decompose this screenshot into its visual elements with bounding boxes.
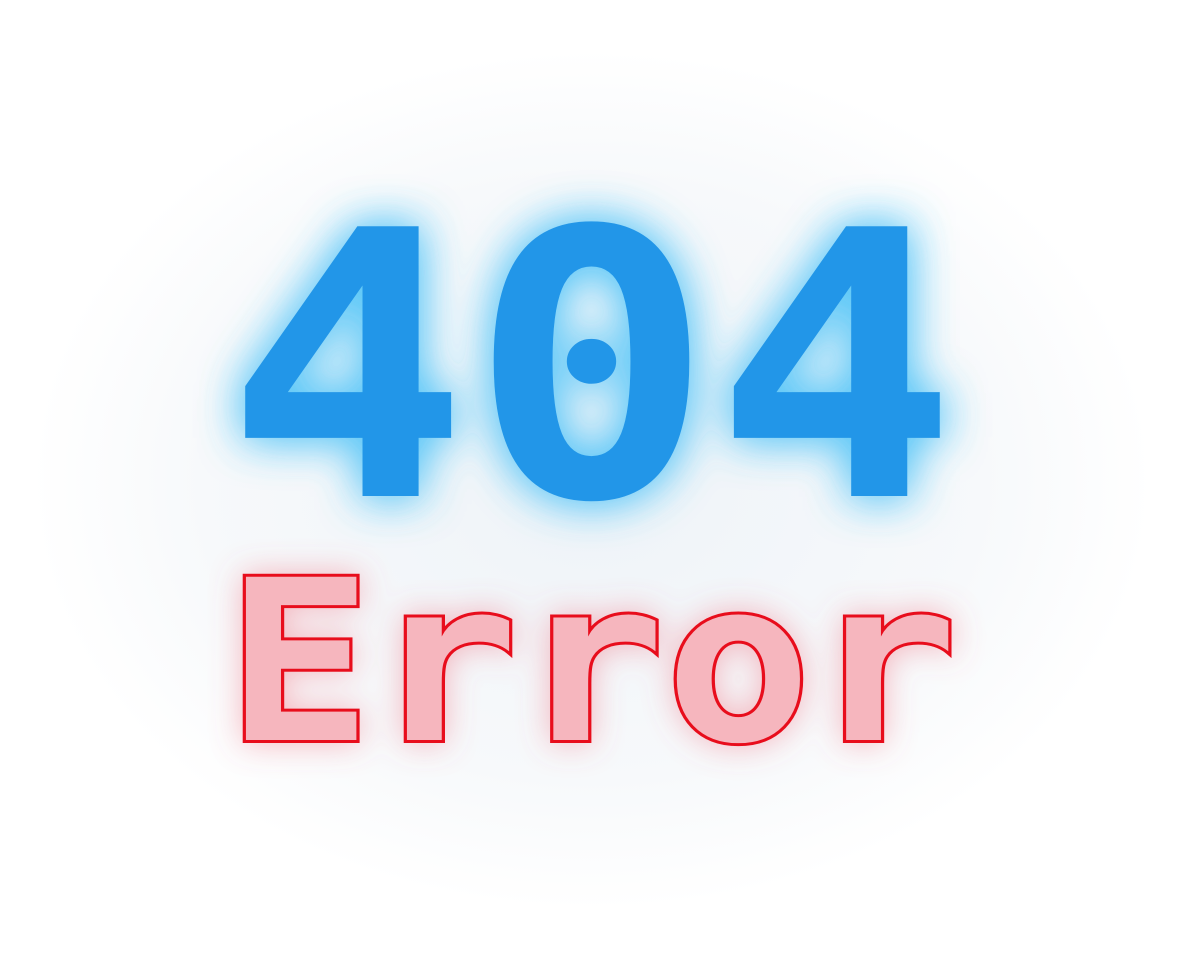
error-code: 404: [225, 154, 958, 584]
error-message: Error: [226, 532, 958, 793]
halo: [32, 50, 1152, 910]
